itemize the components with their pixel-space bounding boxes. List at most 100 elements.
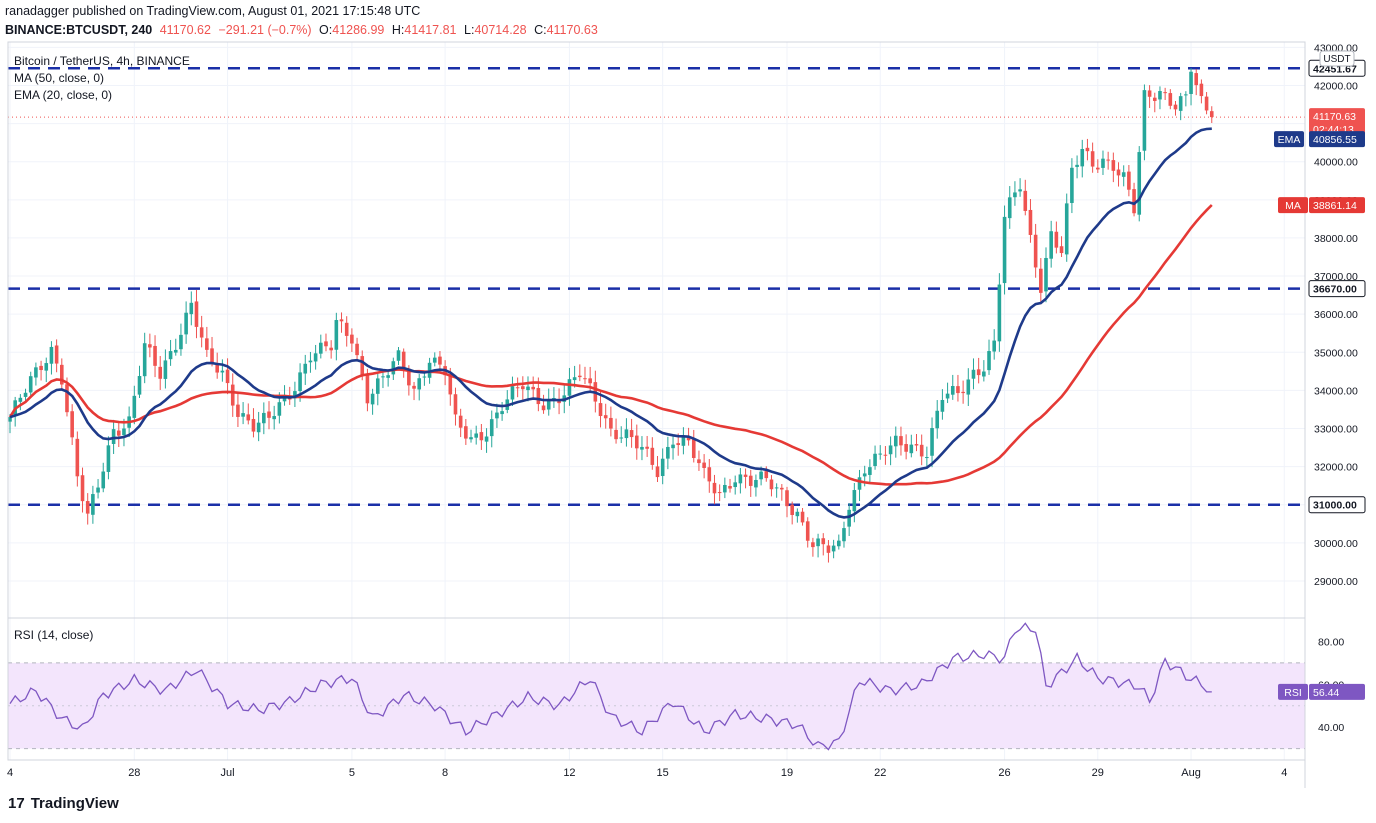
time-tick-label: 15 (657, 767, 669, 779)
candle-body (360, 356, 365, 376)
candle-body (194, 301, 199, 327)
candle-body (484, 436, 489, 442)
candle-body (324, 341, 328, 347)
candle-body (1204, 96, 1209, 111)
candle-body (80, 475, 85, 502)
ema-name-chip (1274, 131, 1304, 148)
candle-body (375, 378, 380, 394)
candle-body (1121, 172, 1126, 177)
candle-body (893, 435, 898, 447)
candle-body (1049, 231, 1053, 259)
candle-body (1158, 91, 1162, 100)
candle-body (655, 466, 660, 478)
candle-body (992, 340, 996, 352)
candle-body (381, 376, 385, 378)
candle-body (681, 436, 686, 446)
ohlc-low: 40714.28 (474, 23, 527, 37)
candle-body (479, 432, 484, 441)
time-tick-label: Jul (221, 767, 235, 779)
candle-body (422, 376, 427, 378)
candle-body (572, 377, 577, 381)
candle-body (1116, 169, 1121, 176)
candle-body (1059, 246, 1064, 254)
candle-body (521, 386, 525, 390)
candle-body (163, 360, 168, 379)
candle-body (919, 444, 924, 457)
candle-body (225, 369, 230, 384)
candle-body (950, 386, 955, 395)
tradingview-brand: TradingView (30, 795, 119, 812)
tradingview-logo[interactable]: 17 TradingView (8, 795, 119, 812)
legend-ma: MA (50, close, 0) (14, 71, 104, 85)
level-tag (1308, 496, 1366, 514)
candle-body (23, 392, 28, 397)
candle-body (961, 391, 965, 394)
level-tag-label: 31000.00 (1313, 500, 1357, 512)
candle-body (515, 387, 520, 389)
candle-body (1209, 111, 1214, 118)
candle-body (267, 411, 271, 418)
candle-body (676, 443, 681, 446)
candle-body (728, 486, 732, 489)
candle-body (489, 419, 494, 437)
candle-body (811, 542, 815, 548)
ma-tag-label: 38861.14 (1313, 200, 1357, 212)
candle-body (1090, 151, 1095, 167)
candle-body (272, 416, 276, 420)
candle-body (18, 397, 23, 402)
time-tick-label: 12 (563, 767, 575, 779)
ma-name-chip-label: MA (1285, 200, 1301, 212)
price-tick-label: 30000.00 (1314, 538, 1358, 550)
price-tick-label: 40000.00 (1314, 157, 1358, 169)
candle-body (116, 430, 121, 436)
candle-body (852, 490, 857, 512)
candle-body (298, 372, 302, 392)
currency-badge[interactable] (1319, 50, 1355, 67)
candle-body (826, 545, 831, 553)
candle-body (148, 344, 152, 348)
candle-body (246, 414, 251, 421)
legend-ema: EMA (20, close, 0) (14, 88, 112, 102)
candle-body (173, 349, 178, 353)
candle-body (1028, 209, 1033, 235)
candle-body (614, 429, 618, 440)
candle-body (1178, 96, 1183, 111)
candle-body (997, 284, 1002, 342)
candle-body (401, 351, 406, 371)
currency-label: USDT (1323, 54, 1350, 65)
candle-body (39, 365, 43, 371)
rsi-band (8, 662, 1305, 750)
candle-body (904, 444, 908, 452)
symbol: BINANCE:BTCUSDT, 240 (5, 23, 153, 37)
candle-body (982, 371, 986, 377)
candle-body (1044, 257, 1048, 292)
candle-body (790, 504, 794, 515)
level-tag (1308, 280, 1366, 298)
candle-body (60, 364, 64, 385)
price-tick-label: 37000.00 (1314, 271, 1358, 283)
last-price-tag-label: 41170.63 (1313, 111, 1356, 123)
rsi-name-chip-label: RSI (1284, 687, 1302, 699)
candle-body (691, 438, 696, 458)
candle-body (717, 492, 722, 494)
candle-body (1184, 94, 1188, 96)
candle-body (453, 394, 458, 415)
ma-name-chip (1278, 197, 1308, 214)
candle-body (785, 490, 789, 507)
time-tick-label: 26 (998, 767, 1010, 779)
price-tick-label: 38000.00 (1314, 233, 1358, 245)
candle-body (293, 391, 297, 399)
rsi-tick-label: 80.00 (1318, 636, 1344, 648)
candle-body (795, 511, 800, 517)
candle-body (70, 411, 74, 438)
tradingview-logo-mark: 17 (8, 795, 25, 812)
candle-body (868, 467, 872, 475)
candle-body (137, 376, 142, 395)
candle-body (966, 379, 971, 395)
time-tick-label: 8 (442, 767, 448, 779)
candle-body (583, 378, 587, 380)
candle-body (510, 386, 515, 400)
candle-body (241, 413, 245, 417)
candle-body (634, 435, 639, 449)
